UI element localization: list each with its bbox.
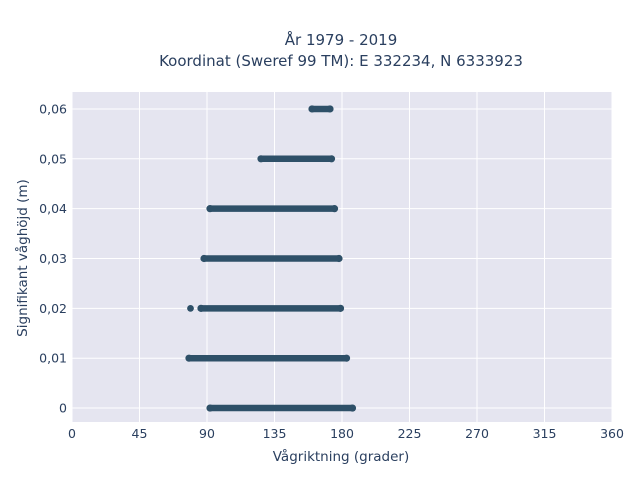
data-point xyxy=(187,304,194,312)
y-axis-ticks: 0 0,01 0,02 0,03 0,04 0,05 0,06 xyxy=(39,101,67,415)
y-tick-label: 0,02 xyxy=(39,301,67,316)
x-tick-label: 0 xyxy=(68,426,76,441)
x-tick-label: 45 xyxy=(132,426,148,441)
data-point xyxy=(185,354,193,362)
x-tick-label: 360 xyxy=(600,426,624,441)
y-tick-label: 0,05 xyxy=(39,151,67,166)
data-series xyxy=(185,105,357,412)
data-point xyxy=(327,155,336,163)
x-tick-label: 180 xyxy=(330,426,354,441)
data-point xyxy=(335,254,343,263)
data-point xyxy=(200,254,208,263)
chart-title-line1: År 1979 - 2019 xyxy=(285,30,398,49)
y-axis-label: Signifikant våghöjd (m) xyxy=(14,179,31,337)
data-point xyxy=(206,205,214,213)
x-axis-label: Vågriktning (grader) xyxy=(273,448,410,465)
data-point xyxy=(330,205,339,213)
data-point xyxy=(348,404,357,412)
x-tick-label: 135 xyxy=(263,426,287,441)
data-point xyxy=(326,105,334,113)
y-tick-label: 0,01 xyxy=(39,351,67,366)
data-point xyxy=(257,155,265,163)
x-tick-label: 225 xyxy=(398,426,422,441)
x-tick-label: 270 xyxy=(465,426,489,441)
y-tick-label: 0,04 xyxy=(39,201,67,216)
data-point xyxy=(206,404,214,412)
y-tick-label: 0,03 xyxy=(39,251,67,266)
x-tick-label: 90 xyxy=(199,426,215,441)
y-tick-label: 0 xyxy=(59,401,67,416)
y-tick-label: 0,06 xyxy=(39,101,67,116)
data-point xyxy=(308,105,316,113)
x-tick-label: 315 xyxy=(533,426,557,441)
data-point xyxy=(336,304,345,312)
data-point xyxy=(197,304,205,312)
x-axis-ticks: 0 45 90 135 180 225 270 315 360 xyxy=(68,426,624,441)
chart-title-line2: Koordinat (Sweref 99 TM): E 332234, N 63… xyxy=(159,52,523,70)
data-point xyxy=(342,354,351,362)
